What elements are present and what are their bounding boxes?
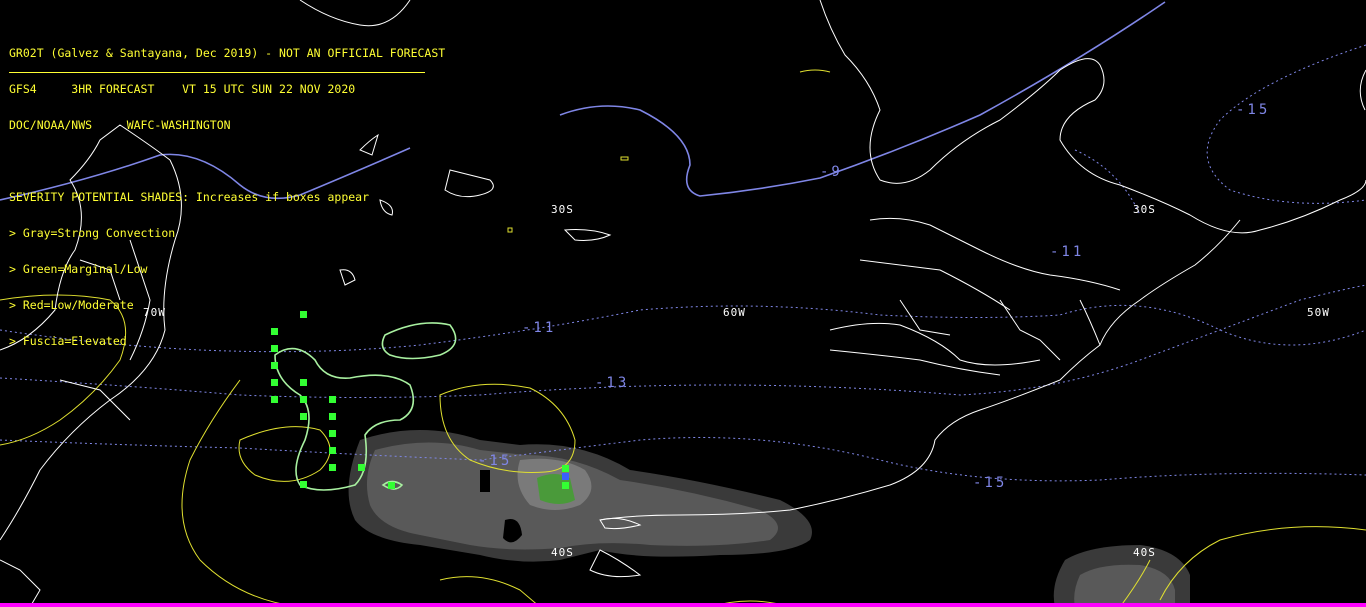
lon-label-70w: 70W (143, 306, 166, 319)
lon-label-60w: 60W (723, 306, 746, 319)
header-legend: GR02T (Galvez & Santayana, Dec 2019) - N… (9, 23, 445, 359)
contour-label-m11-right: -11 (1050, 244, 1085, 260)
gray-convection-shades (348, 430, 1190, 607)
legend-item-fuscia: > Fuscia=Elevated (9, 334, 127, 348)
contour-label-m15-center: -15 (478, 453, 513, 469)
legend-item-gray: > Gray=Strong Convection (9, 226, 176, 240)
lon-label-50w: 50W (1307, 306, 1330, 319)
severity-boxes (271, 311, 569, 489)
header-agency: DOC/NOAA/NWS WAFC-WASHINGTON (9, 118, 231, 132)
contour-label-m11-center: -11 (522, 320, 557, 336)
header-title: GR02T (Galvez & Santayana, Dec 2019) - N… (9, 46, 446, 60)
contour-label-m13: -13 (595, 375, 630, 391)
lat-label-40s-left: 40S (551, 546, 574, 559)
legend-item-green: > Green=Marginal/Low (9, 262, 148, 276)
bottom-accent-bar (0, 603, 1366, 607)
header-model-time: GFS4 3HR FORECAST VT 15 UTC SUN 22 NOV 2… (9, 82, 356, 96)
legend-item-red: > Red=Low/Moderate (9, 298, 134, 312)
contour-label-m15-top: -15 (1236, 102, 1271, 118)
contour-label-m9: -9 (820, 164, 843, 180)
contour-label-m15-right: -15 (973, 475, 1008, 491)
lat-label-40s-right: 40S (1133, 546, 1156, 559)
lat-label-30s-left: 30S (551, 203, 574, 216)
legend-title: SEVERITY POTENTIAL SHADES: Increases if … (9, 190, 370, 204)
lat-label-30s-right: 30S (1133, 203, 1156, 216)
temperature-contours (0, 1, 1366, 482)
legend-divider (9, 72, 425, 73)
